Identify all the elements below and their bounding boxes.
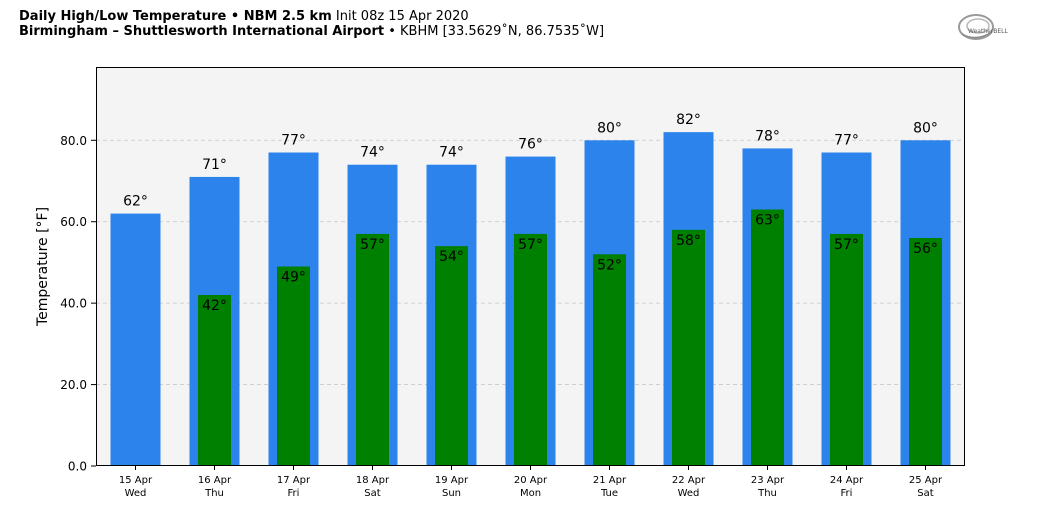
x-tick-weekday: Fri (841, 488, 853, 499)
logo-text: WeatherBELL (968, 28, 1009, 35)
x-tick-date: 23 Apr (751, 475, 785, 486)
x-tick-weekday: Thu (757, 488, 777, 499)
x-tick-date: 16 Apr (198, 475, 232, 486)
y-tick-label: 80.0 (60, 134, 87, 148)
high-temp-label: 77° (281, 133, 306, 149)
header-line-1: Daily High/Low Temperature • NBM 2.5 km … (19, 9, 604, 24)
low-temp-label: 63° (755, 213, 780, 229)
high-temp-label: 77° (834, 133, 859, 149)
x-tick-date: 17 Apr (277, 475, 311, 486)
x-axis: 15 Apr Wed 16 Apr Thu 17 Apr Fri 18 Apr Sat 19 A… (119, 466, 943, 499)
high-temp-label: 71° (202, 157, 227, 173)
x-tick-date: 20 Apr (514, 475, 548, 486)
y-axis-label: Temperature [°F] (35, 207, 51, 327)
x-tick-weekday: Sun (442, 488, 461, 499)
low-temp-label: 58° (676, 233, 701, 249)
high-temp-label: 80° (597, 120, 622, 136)
low-temp-label: 42° (202, 298, 227, 314)
plot-frame (96, 67, 965, 466)
weatherbell-logo: WeatherBELL (958, 14, 1009, 40)
y-tick-label: 0.0 (68, 460, 87, 474)
high-temp-label: 74° (360, 145, 385, 161)
y-tick-label: 20.0 (60, 378, 87, 392)
x-tick-weekday: Tue (600, 488, 618, 499)
x-tick-weekday: Thu (204, 488, 224, 499)
station-name: Birmingham – Shuttlesworth International… (19, 24, 385, 39)
x-tick-weekday: Wed (678, 488, 700, 499)
low-temp-label: 57° (360, 237, 385, 253)
low-temp-label: 56° (913, 241, 938, 257)
y-tick-label: 60.0 (60, 215, 87, 229)
low-temp-label: 49° (281, 270, 306, 286)
x-tick-weekday: Sat (364, 488, 380, 499)
low-temp-bar (356, 233, 389, 466)
x-tick-date: 25 Apr (909, 475, 943, 486)
low-temp-bar (514, 233, 547, 466)
init-time: Init 08z 15 Apr 2020 (335, 9, 469, 24)
x-tick-date: 19 Apr (435, 475, 469, 486)
x-tick-weekday: Mon (520, 488, 541, 499)
low-temp-label: 52° (597, 257, 622, 273)
low-temp-bar (751, 209, 784, 466)
x-tick-weekday: Fri (288, 488, 300, 499)
x-tick-weekday: Wed (125, 488, 147, 499)
high-temp-label: 78° (755, 128, 780, 144)
chart-header: Daily High/Low Temperature • NBM 2.5 km … (19, 9, 604, 39)
high-temp-label: 80° (913, 120, 938, 136)
low-temp-bar (672, 229, 705, 466)
value-labels: 62° 71° 77° 74° 74° 76° 80° 82° 78° 77° 80° 42° 49° 5… (123, 112, 938, 314)
station-coords: • KBHM [33.5629˚N, 86.7535˚W] (388, 24, 605, 39)
low-temp-bar (435, 246, 468, 466)
low-temp-bar (593, 254, 626, 466)
x-tick-date: 18 Apr (356, 475, 390, 486)
y-tick-label: 40.0 (60, 297, 87, 311)
low-temp-bar (830, 233, 863, 466)
low-temp-bar (277, 266, 310, 466)
high-temp-bar (110, 213, 161, 466)
x-tick-date: 22 Apr (672, 475, 706, 486)
low-temp-label: 57° (834, 237, 859, 253)
high-temp-label: 82° (676, 112, 701, 128)
high-temp-label: 62° (123, 194, 148, 210)
x-tick-date: 15 Apr (119, 475, 153, 486)
bars (110, 132, 951, 467)
product-title: Daily High/Low Temperature • NBM 2.5 km (19, 9, 332, 24)
high-temp-label: 74° (439, 145, 464, 161)
x-tick-date: 21 Apr (593, 475, 627, 486)
x-tick-date: 24 Apr (830, 475, 864, 486)
low-temp-bar (198, 295, 231, 466)
high-temp-label: 76° (518, 137, 543, 153)
header-line-2: Birmingham – Shuttlesworth International… (19, 24, 604, 39)
low-temp-bar (909, 238, 942, 466)
x-tick-weekday: Sat (917, 488, 933, 499)
y-axis: 0.0 20.0 40.0 60.0 80.0 (60, 134, 96, 474)
low-temp-label: 57° (518, 237, 543, 253)
low-temp-label: 54° (439, 249, 464, 265)
